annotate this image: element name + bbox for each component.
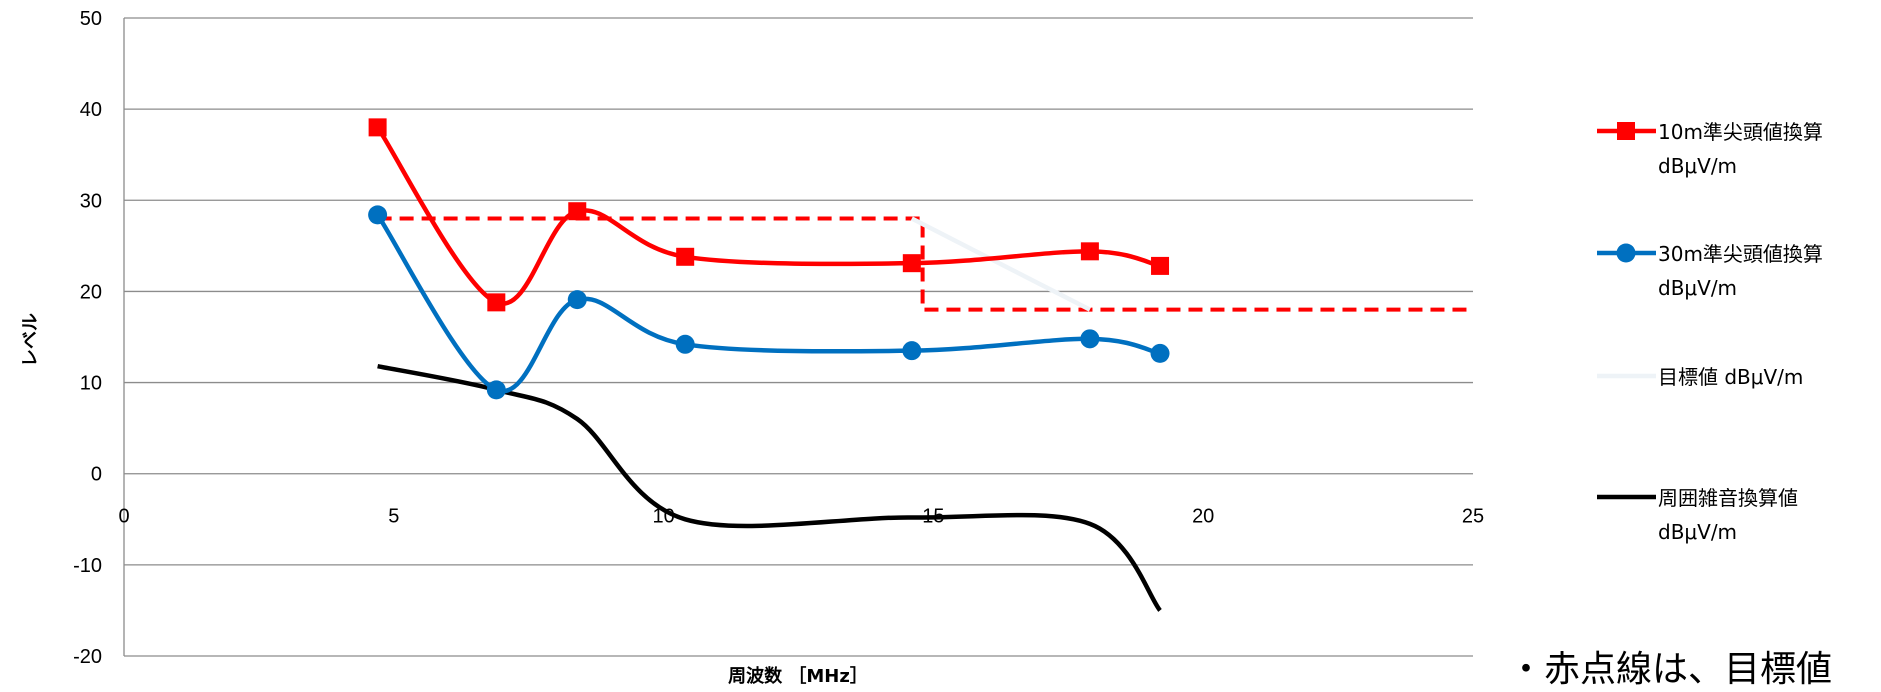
- legend-label: 30m準尖頭値換算: [1658, 242, 1823, 266]
- x-tick-label: 0: [118, 506, 129, 528]
- series-line: [377, 363, 1162, 612]
- legend-marker: [1616, 243, 1636, 263]
- legend-item: 周囲雑音換算値 dBμV/m: [1597, 486, 1798, 544]
- data-point: [902, 341, 922, 361]
- x-tick-label: 25: [1462, 506, 1484, 528]
- legend: 10m準尖頭値換算 dBμV/m 30m準尖頭値換算 dBμV/m 目標値 dBμV/m…: [1597, 120, 1823, 544]
- x-tick-labels: 0 5 10 15 20 25: [118, 506, 1484, 528]
- x-tick-label: 20: [1192, 506, 1214, 528]
- series-3: [910, 216, 1091, 312]
- x-axis-title: 周波数 ［MHz］: [728, 665, 868, 687]
- data-point: [1151, 256, 1170, 275]
- y-tick-labels: 50 40 30 20 10 0 -10 -20: [73, 8, 102, 668]
- legend-label: 目標値 dBμV/m: [1658, 365, 1803, 389]
- series-line: [910, 216, 1091, 312]
- y-tick-label: 50: [80, 8, 102, 30]
- series-1: [368, 118, 1170, 312]
- data-point: [1080, 242, 1099, 261]
- data-point: [675, 334, 695, 354]
- legend-item: 目標値 dBμV/m: [1597, 365, 1803, 389]
- data-point: [1150, 343, 1170, 363]
- data-point: [487, 293, 506, 312]
- gridlines: [124, 17, 1473, 657]
- y-tick-label: 20: [80, 281, 102, 303]
- y-tick-label: 10: [80, 373, 102, 395]
- series-2: [368, 205, 1170, 400]
- target-limit-line: [377, 216, 1473, 312]
- data-point: [567, 290, 587, 310]
- y-tick-label: 0: [91, 464, 102, 486]
- data-point: [676, 247, 695, 266]
- legend-label: dBμV/m: [1658, 520, 1737, 544]
- legend-item: 10m準尖頭値換算 dBμV/m: [1597, 120, 1823, 178]
- target-limit-dashed-line: [377, 216, 1473, 312]
- series-4: [377, 363, 1162, 612]
- legend-label: dBμV/m: [1658, 276, 1737, 300]
- y-axis-title: レベル: [20, 313, 41, 367]
- data-point: [902, 254, 921, 273]
- data-point: [368, 205, 388, 225]
- data-point: [1080, 329, 1100, 349]
- legend-marker: [1617, 122, 1635, 140]
- note-text: ・赤点線は、目標値: [1508, 649, 1833, 690]
- y-tick-label: 40: [80, 99, 102, 121]
- y-tick-label: -20: [73, 646, 102, 668]
- data-point: [568, 202, 587, 221]
- legend-item: 30m準尖頭値換算 dBμV/m: [1597, 242, 1823, 300]
- x-tick-label: 5: [388, 506, 399, 528]
- legend-label: 10m準尖頭値換算: [1658, 120, 1823, 144]
- plot-series: [368, 118, 1170, 612]
- data-point: [368, 118, 387, 137]
- y-tick-label: -10: [73, 555, 102, 577]
- y-tick-label: 30: [80, 190, 102, 212]
- series-line: [375, 126, 1161, 306]
- data-point: [486, 380, 506, 400]
- legend-label: dBμV/m: [1658, 154, 1737, 178]
- legend-label: 周囲雑音換算値: [1658, 486, 1798, 510]
